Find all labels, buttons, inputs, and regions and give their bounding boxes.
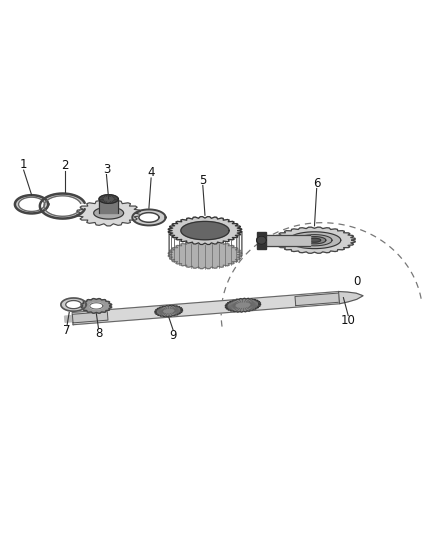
Polygon shape <box>168 241 242 269</box>
Polygon shape <box>99 199 118 213</box>
Polygon shape <box>225 298 261 312</box>
Text: 4: 4 <box>147 166 155 179</box>
Polygon shape <box>77 200 141 226</box>
Polygon shape <box>72 312 108 323</box>
Polygon shape <box>139 213 159 222</box>
Polygon shape <box>297 235 332 246</box>
Polygon shape <box>40 193 85 219</box>
Text: 9: 9 <box>170 329 177 342</box>
Polygon shape <box>274 227 355 253</box>
Text: 2: 2 <box>61 159 69 172</box>
Polygon shape <box>72 292 339 325</box>
Text: 7: 7 <box>63 325 71 337</box>
Polygon shape <box>64 316 73 322</box>
Text: 5: 5 <box>199 174 206 187</box>
Polygon shape <box>66 301 81 309</box>
Polygon shape <box>155 305 183 317</box>
Polygon shape <box>132 209 166 225</box>
Polygon shape <box>81 298 112 313</box>
Polygon shape <box>303 237 326 244</box>
Polygon shape <box>266 235 310 246</box>
Text: 6: 6 <box>313 177 321 190</box>
Polygon shape <box>15 195 48 213</box>
Polygon shape <box>94 207 124 219</box>
Polygon shape <box>168 216 242 245</box>
Polygon shape <box>181 221 229 240</box>
Polygon shape <box>168 216 242 269</box>
Polygon shape <box>339 292 363 304</box>
Polygon shape <box>257 236 266 244</box>
Text: 8: 8 <box>95 327 102 341</box>
Polygon shape <box>257 232 266 249</box>
Polygon shape <box>288 232 341 248</box>
Text: 10: 10 <box>341 314 356 327</box>
Polygon shape <box>99 195 118 204</box>
Text: 0: 0 <box>353 275 360 288</box>
Polygon shape <box>90 303 103 309</box>
Text: 1: 1 <box>20 158 28 172</box>
Text: 3: 3 <box>103 163 110 176</box>
Polygon shape <box>18 197 45 212</box>
Polygon shape <box>61 298 86 311</box>
Polygon shape <box>295 293 339 305</box>
Polygon shape <box>308 238 321 242</box>
